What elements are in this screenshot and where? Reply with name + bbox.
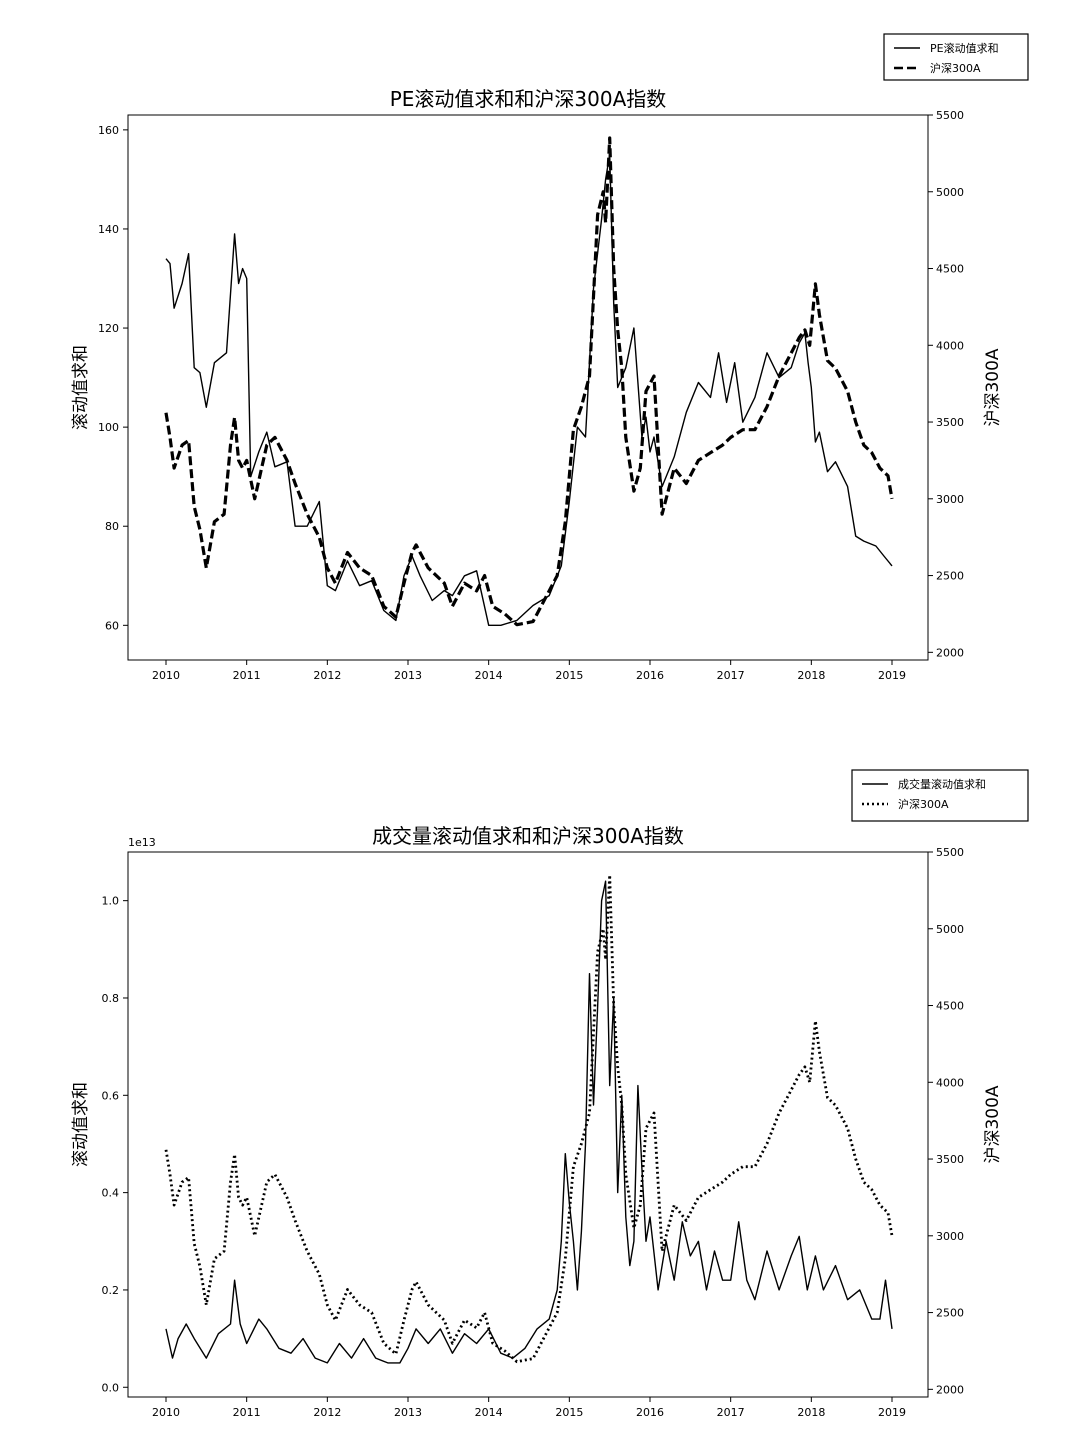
x-tick-label: 2011 — [233, 1406, 261, 1419]
series-line-rolling-sum — [165, 153, 893, 626]
y-right-tick-label: 3500 — [936, 416, 964, 429]
chart-title: 成交量滚动值求和和沪深300A指数 — [372, 824, 684, 848]
legend-box — [883, 33, 1029, 81]
x-tick-label: 2017 — [717, 669, 745, 682]
y-right-tick-label: 5500 — [936, 109, 964, 122]
y-tick-label: 1.0 — [102, 895, 120, 908]
y-tick-label: 120 — [98, 322, 119, 335]
y-right-axis-title: 沪深300A — [983, 1085, 1003, 1163]
x-tick-label: 2014 — [475, 669, 503, 682]
x-tick-label: 2014 — [475, 1406, 503, 1419]
plot-frame — [127, 114, 929, 661]
y-right-tick-label: 5000 — [936, 923, 964, 936]
y-right-tick-label: 3000 — [936, 493, 964, 506]
chart-pe-rolling: 2010 2011 2012 2013 2014 2015 2016 2017 2018 2019… — [71, 33, 1029, 682]
chart-title: PE滚动值求和和沪深300A指数 — [390, 87, 667, 111]
x-tick-label: 2019 — [878, 669, 906, 682]
chart-volume-rolling: 2010 2011 2012 2013 2014 2015 2016 2017 2018 2019… — [71, 769, 1029, 1419]
x-tick-label: 2015 — [555, 669, 583, 682]
x-tick-label: 2010 — [152, 669, 180, 682]
y-offset-text: 1e13 — [128, 836, 156, 849]
x-tick-label: 2012 — [313, 1406, 341, 1419]
y-axis-title: 滚动值求和 — [71, 1082, 91, 1167]
y-right-tick-label: 2500 — [936, 570, 964, 583]
x-tick-label: 2013 — [394, 669, 422, 682]
y-tick-label: 0.6 — [102, 1089, 120, 1102]
series-line-rolling-sum — [165, 880, 893, 1364]
series-line-hs300a — [164, 136, 894, 627]
y-axis-title: 滚动值求和 — [71, 345, 91, 430]
series-line-hs300a — [164, 873, 894, 1364]
y-tick-label: 140 — [98, 223, 119, 236]
y-tick-label: 100 — [98, 421, 119, 434]
y-right-tick-label: 4500 — [936, 1000, 964, 1013]
y-right-tick-label: 3500 — [936, 1153, 964, 1166]
y-tick-label: 0.8 — [102, 992, 120, 1005]
plot-frame — [127, 851, 929, 1398]
x-tick-label: 2016 — [636, 1406, 664, 1419]
legend-label: PE滚动值求和 — [930, 41, 999, 55]
y-tick-label: 80 — [105, 520, 119, 533]
legend-label: 成交量滚动值求和 — [898, 777, 986, 791]
y-tick-label: 0.2 — [102, 1284, 120, 1297]
y-right-tick-label: 5000 — [936, 186, 964, 199]
x-tick-label: 2013 — [394, 1406, 422, 1419]
y-right-tick-label: 2000 — [936, 646, 964, 659]
y-right-tick-label: 4000 — [936, 1076, 964, 1089]
y-right-tick-label: 2500 — [936, 1307, 964, 1320]
y-tick-label: 0.0 — [102, 1381, 120, 1394]
y-right-tick-label: 5500 — [936, 846, 964, 859]
y-right-tick-label: 3000 — [936, 1230, 964, 1243]
x-tick-label: 2018 — [797, 1406, 825, 1419]
y-right-axis-title: 沪深300A — [983, 348, 1003, 426]
x-tick-label: 2019 — [878, 1406, 906, 1419]
y-tick-label: 0.4 — [102, 1187, 120, 1200]
y-right-tick-label: 4500 — [936, 263, 964, 276]
legend-label: 沪深300A — [898, 797, 949, 811]
legend-box — [851, 769, 1029, 822]
y-tick-label: 60 — [105, 619, 119, 632]
x-tick-label: 2018 — [797, 669, 825, 682]
x-tick-label: 2017 — [717, 1406, 745, 1419]
y-right-tick-label: 4000 — [936, 339, 964, 352]
y-right-tick-label: 2000 — [936, 1383, 964, 1396]
x-tick-label: 2016 — [636, 669, 664, 682]
x-tick-label: 2011 — [233, 669, 261, 682]
x-tick-label: 2015 — [555, 1406, 583, 1419]
x-tick-label: 2010 — [152, 1406, 180, 1419]
y-tick-label: 160 — [98, 124, 119, 137]
legend-label: 沪深300A — [930, 61, 981, 75]
x-tick-label: 2012 — [313, 669, 341, 682]
